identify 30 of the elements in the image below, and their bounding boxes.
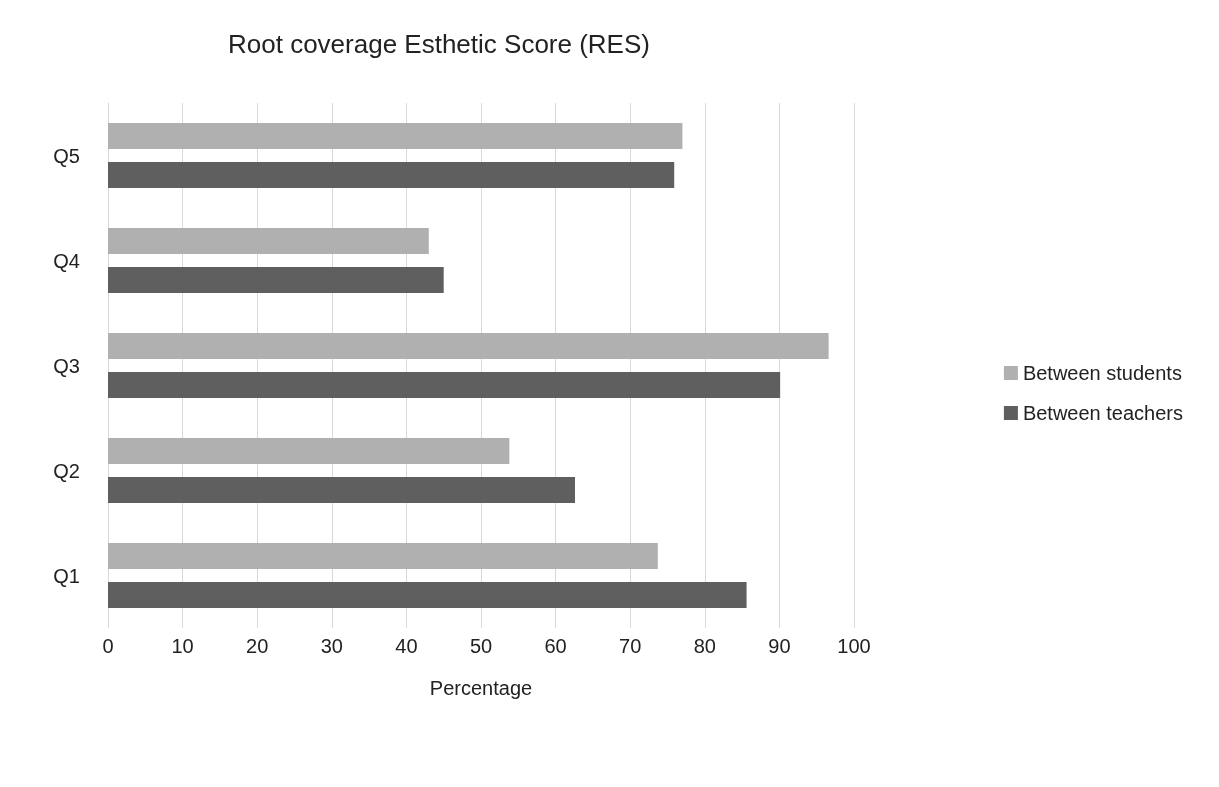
bar <box>108 582 747 608</box>
y-tick-label: Q5 <box>53 144 80 167</box>
legend-label: Between students <box>1022 362 1182 384</box>
bar <box>108 123 683 149</box>
y-tick-label: Q2 <box>53 459 80 482</box>
chart-title: Root coverage Esthetic Score (RES) <box>228 29 650 59</box>
y-tick-label: Q4 <box>53 249 80 272</box>
x-tick-label: 80 <box>693 635 716 657</box>
bar <box>108 438 510 464</box>
bar <box>108 543 658 569</box>
x-tick-label: 50 <box>469 635 493 657</box>
bar <box>108 372 781 398</box>
legend-label: Between teachers <box>1022 402 1184 424</box>
x-tick-label: 90 <box>768 635 791 657</box>
x-tick-label: 40 <box>395 635 418 657</box>
bar <box>108 162 675 188</box>
x-tick-label: 0 <box>102 635 114 657</box>
bar <box>108 333 829 359</box>
x-tick-label: 60 <box>544 635 567 657</box>
bar <box>108 228 429 254</box>
y-tick-label: Q3 <box>53 354 80 377</box>
bar <box>108 267 444 293</box>
x-axis-title: Percentage <box>429 677 533 699</box>
x-tick-label: 70 <box>619 635 642 657</box>
x-tick-label: 30 <box>320 635 343 657</box>
y-tick-label: Q1 <box>53 564 80 587</box>
x-tick-label: 100 <box>837 635 871 657</box>
x-tick-label: 10 <box>171 635 194 657</box>
bar <box>108 477 575 503</box>
x-tick-label: 20 <box>246 635 269 657</box>
